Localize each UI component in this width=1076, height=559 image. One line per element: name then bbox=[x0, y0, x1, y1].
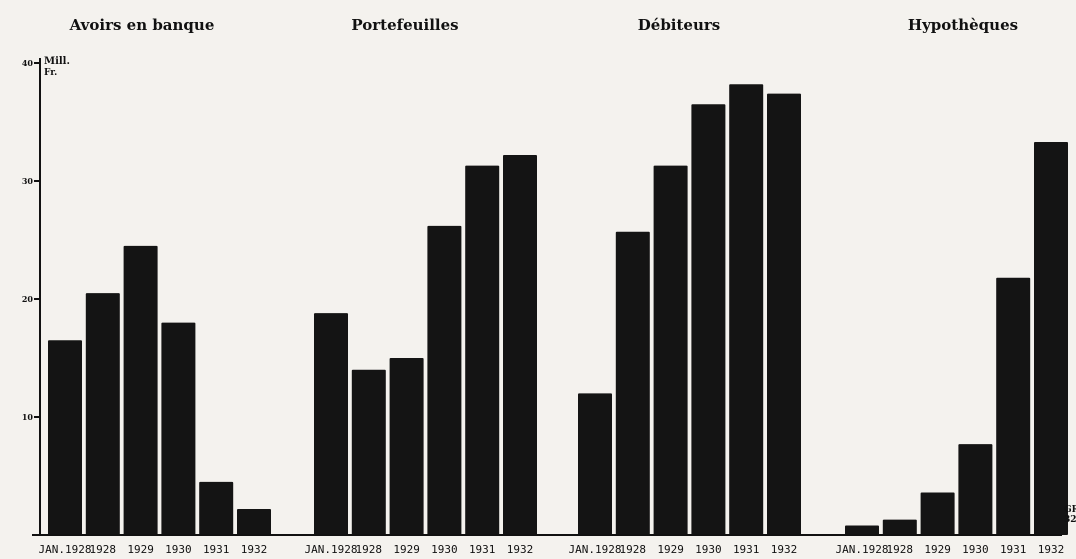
bar bbox=[845, 525, 879, 535]
bar bbox=[653, 165, 688, 535]
panel-title: Débiteurs bbox=[638, 16, 720, 34]
y-tick-label: 20 bbox=[22, 294, 34, 304]
x-tick-label: JAN.1928 bbox=[305, 543, 358, 556]
x-tick-label: 1930 bbox=[431, 543, 458, 556]
x-tick-label: 1931 bbox=[203, 543, 230, 556]
unit-label-currency: Fr. bbox=[44, 68, 57, 78]
bar bbox=[237, 509, 271, 535]
x-tick-label: 1931 bbox=[733, 543, 760, 556]
y-tick-label: 10 bbox=[22, 412, 34, 422]
corner-note-line1: GR bbox=[1064, 505, 1076, 515]
bar bbox=[199, 481, 234, 535]
bar bbox=[427, 225, 462, 535]
bar bbox=[729, 84, 764, 536]
x-tick-label: 1929 bbox=[127, 543, 154, 556]
bar bbox=[920, 492, 955, 535]
x-tick-label: 1928 bbox=[620, 543, 647, 556]
x-tick-label: 1928 bbox=[356, 543, 383, 556]
x-tick-label: 1932 bbox=[507, 543, 534, 556]
bar bbox=[314, 313, 348, 535]
y-tick-label: 30 bbox=[22, 176, 34, 186]
x-tick-label: JAN.1928 bbox=[569, 543, 622, 556]
bar bbox=[691, 104, 726, 536]
x-tick-label: 1932 bbox=[771, 543, 798, 556]
x-tick-label: 1930 bbox=[962, 543, 989, 556]
corner-note-line2: 32 bbox=[1064, 515, 1076, 525]
x-tick-label: 1932 bbox=[241, 543, 268, 556]
x-tick-label: 1931 bbox=[1000, 543, 1027, 556]
x-tick-label: 1928 bbox=[90, 543, 117, 556]
x-tick-label: 1930 bbox=[165, 543, 192, 556]
bar bbox=[123, 245, 158, 535]
x-tick-label: JAN.1928 bbox=[836, 543, 889, 556]
bar bbox=[882, 519, 917, 535]
bar bbox=[465, 165, 500, 535]
x-tick-label: 1928 bbox=[887, 543, 914, 556]
bar bbox=[958, 444, 993, 535]
bar bbox=[48, 340, 82, 535]
bar bbox=[503, 155, 537, 536]
x-tick-label: 1932 bbox=[1038, 543, 1065, 556]
bar bbox=[578, 393, 612, 535]
bar bbox=[161, 322, 196, 535]
panel-title: Hypothèques bbox=[908, 16, 1018, 34]
y-ticks: 10 20 30 40 bbox=[22, 58, 40, 422]
y-tick-label: 40 bbox=[22, 58, 34, 68]
bar bbox=[1034, 142, 1068, 535]
corner-note: GR 32 bbox=[1064, 505, 1076, 525]
bar bbox=[767, 93, 801, 536]
bar bbox=[351, 369, 386, 535]
panel-title: Portefeuilles bbox=[351, 16, 458, 34]
unit-label: Mill. bbox=[44, 56, 70, 67]
x-tick-label: 1929 bbox=[657, 543, 684, 556]
x-tick-label: 1930 bbox=[695, 543, 722, 556]
bar bbox=[85, 293, 120, 535]
bar bbox=[996, 277, 1031, 535]
panel-title: Avoirs en banque bbox=[69, 16, 215, 34]
x-tick-label: 1929 bbox=[393, 543, 420, 556]
y-axis: Mill. Fr. 10 20 30 40 bbox=[22, 56, 1062, 536]
x-tick-label: 1931 bbox=[469, 543, 496, 556]
x-tick-label: JAN.1928 bbox=[39, 543, 92, 556]
x-tick-label: 1929 bbox=[924, 543, 951, 556]
bar bbox=[389, 358, 424, 535]
bar bbox=[615, 231, 650, 536]
